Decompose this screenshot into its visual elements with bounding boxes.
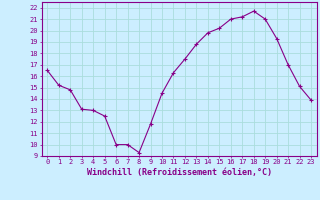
X-axis label: Windchill (Refroidissement éolien,°C): Windchill (Refroidissement éolien,°C) xyxy=(87,168,272,177)
